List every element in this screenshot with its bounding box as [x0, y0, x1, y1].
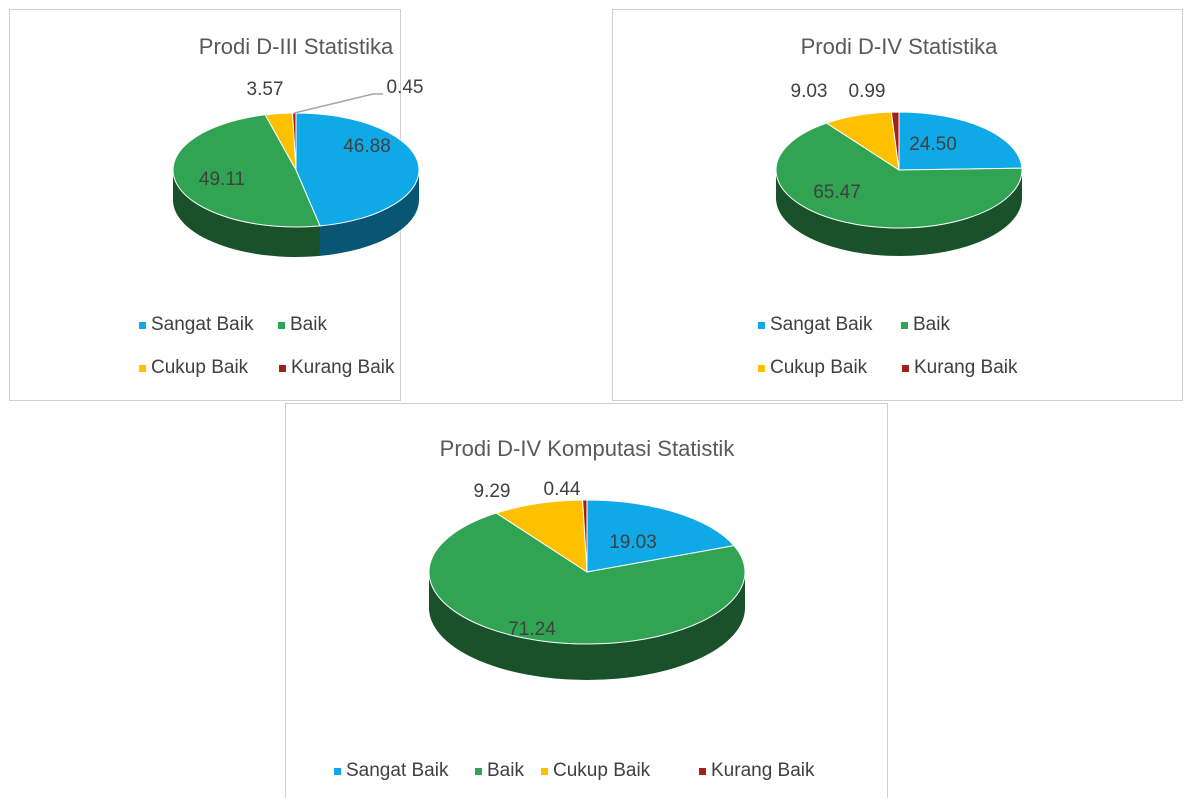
pie-slice: [775, 122, 1023, 229]
pie-slice: [295, 112, 420, 227]
data-label: 0.45: [387, 77, 424, 98]
legend-swatch: [901, 322, 908, 329]
data-label: 46.88: [343, 136, 391, 157]
legend-label: Sangat Baik: [770, 314, 873, 335]
chart-title: Prodi D-IV Komputasi Statistik: [440, 436, 736, 461]
legend-label: Sangat Baik: [151, 314, 254, 335]
pie-slice: [428, 512, 746, 645]
data-label: 71.24: [508, 619, 556, 640]
chart-title: Prodi D-III Statistika: [199, 34, 394, 59]
legend-swatch: [541, 768, 548, 775]
data-label: 0.44: [544, 479, 581, 500]
pie-side: [173, 170, 320, 258]
pie-slice: [172, 114, 321, 228]
legend-label: Kurang Baik: [711, 760, 815, 781]
legend-label: Cukup Baik: [770, 357, 868, 378]
pie-slice: [586, 499, 735, 573]
pie-slice: [582, 499, 588, 573]
legend-swatch: [334, 768, 341, 775]
leader-line: [294, 93, 383, 114]
chart-title: Prodi D-IV Statistika: [801, 34, 999, 59]
legend-swatch: [758, 322, 765, 329]
data-label: 19.03: [609, 532, 657, 553]
pie-slice: [495, 499, 588, 573]
legend-swatch: [278, 322, 285, 329]
legend-label: Cukup Baik: [151, 357, 249, 378]
legend-label: Baik: [290, 314, 327, 335]
data-label: 24.50: [909, 134, 957, 155]
pie-side: [429, 572, 745, 680]
legend-swatch: [139, 322, 146, 329]
legend-swatch: [139, 365, 146, 372]
data-label: 49.11: [199, 169, 245, 190]
legend-label: Baik: [487, 760, 524, 781]
data-label: 3.57: [247, 79, 284, 100]
legend-label: Cukup Baik: [553, 760, 651, 781]
data-label: 9.29: [474, 481, 511, 502]
legend-swatch: [699, 768, 706, 775]
pie-slice: [898, 111, 1023, 171]
data-label: 0.99: [849, 81, 886, 102]
pie-slice: [890, 111, 900, 171]
legend-swatch: [758, 365, 765, 372]
data-label: 65.47: [813, 182, 861, 203]
pie-side: [776, 170, 1022, 256]
legend-label: Kurang Baik: [914, 357, 1018, 378]
pie-side: [319, 170, 419, 256]
legend-swatch: [475, 768, 482, 775]
legend-swatch: [279, 365, 286, 372]
legend-label: Baik: [913, 314, 950, 335]
legend-label: Kurang Baik: [291, 357, 395, 378]
legend-swatch: [902, 365, 909, 372]
data-label: 9.03: [791, 81, 828, 102]
legend-label: Sangat Baik: [346, 760, 449, 781]
